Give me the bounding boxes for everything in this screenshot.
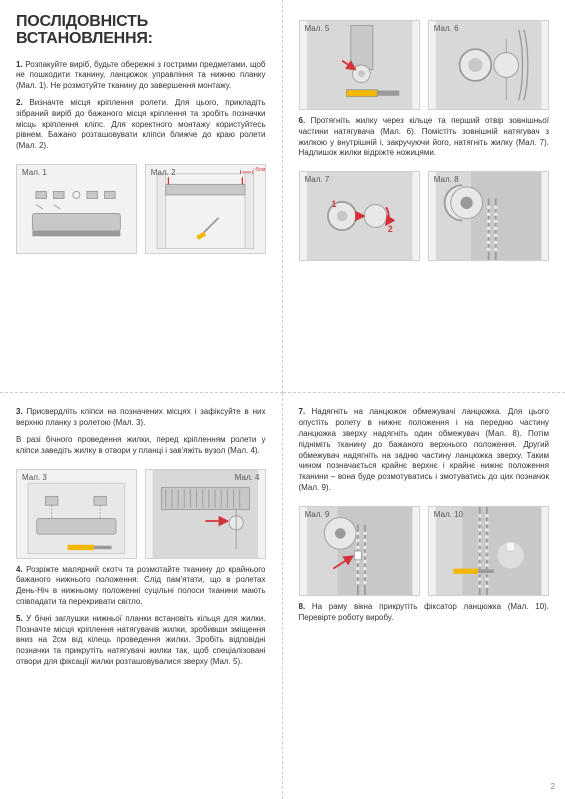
- figure-row-1-2: Мал. 1 Мал. 2: [16, 164, 266, 254]
- svg-text:1: 1: [331, 199, 336, 209]
- instruction-page: ПОСЛІДОВНІСТЬ ВСТАНОВЛЕННЯ: 1. Розпакуйт…: [0, 0, 565, 799]
- figure-label: Мал. 6: [434, 24, 459, 33]
- figure-9: Мал. 9: [299, 506, 420, 596]
- quadrant-bottom-left: 3. Присвердліть кліпси на позначених міс…: [0, 393, 283, 799]
- step-3b: В разі бічного проведення жилки, перед к…: [16, 435, 266, 457]
- step-6: 6. Протягніть жилку через кільце та перш…: [299, 116, 550, 159]
- figure-2: Мал. 2 ~5см: [145, 164, 266, 254]
- figure-label: Мал. 3: [22, 473, 47, 482]
- page-title: ПОСЛІДОВНІСТЬ ВСТАНОВЛЕННЯ:: [16, 14, 266, 48]
- quadrant-bottom-right: 7. Надягніть на ланцюжок обмежувачі ланц…: [283, 393, 565, 799]
- svg-text:~5см: ~5см: [253, 167, 265, 173]
- figure-3-svg: [17, 470, 136, 558]
- figure-2-svg: ~5см: [146, 165, 265, 253]
- figure-8-svg: [429, 172, 548, 260]
- figure-5: Мал. 5: [299, 20, 420, 110]
- figure-row-7-8: Мал. 7 1 2 Мал. 8: [299, 171, 550, 261]
- figure-label: Мал. 8: [434, 175, 459, 184]
- step-3: 3. Присвердліть кліпси на позначених міс…: [16, 407, 266, 429]
- figure-3: Мал. 3: [16, 469, 137, 559]
- figure-6: Мал. 6: [428, 20, 549, 110]
- quadrant-top-left: ПОСЛІДОВНІСТЬ ВСТАНОВЛЕННЯ: 1. Розпакуйт…: [0, 0, 283, 393]
- step-4: 4. Розріжте малярний скотч та розмотайте…: [16, 565, 266, 608]
- figure-4: Мал. 4: [145, 469, 266, 559]
- figure-8: Мал. 8: [428, 171, 549, 261]
- figure-6-svg: [429, 21, 548, 109]
- step-5: 5. У бічні заглушки нижньої планки встан…: [16, 614, 266, 668]
- page-number: 2: [551, 782, 555, 791]
- figure-1-svg: [17, 165, 136, 253]
- figure-label: Мал. 9: [305, 510, 330, 519]
- figure-10: Мал. 10: [428, 506, 549, 596]
- figure-4-svg: [146, 470, 265, 558]
- quadrant-top-right: Мал. 5 Мал. 6: [283, 0, 565, 393]
- figure-7: Мал. 7 1 2: [299, 171, 420, 261]
- figure-5-svg: [300, 21, 419, 109]
- figure-10-svg: [429, 507, 548, 595]
- step-8: 8. На раму вікна прикрутіть фіксатор лан…: [299, 602, 550, 624]
- figure-row-3-4: Мал. 3 Мал. 4: [16, 469, 266, 559]
- figure-label: Мал. 7: [305, 175, 330, 184]
- figure-label: Мал. 1: [22, 168, 47, 177]
- svg-text:2: 2: [387, 224, 392, 234]
- figure-9-svg: [300, 507, 419, 595]
- figure-row-9-10: Мал. 9: [299, 506, 550, 596]
- step-7: 7. Надягніть на ланцюжок обмежувачі ланц…: [299, 407, 550, 493]
- figure-label: Мал. 10: [434, 510, 463, 519]
- figure-label: Мал. 4: [235, 473, 260, 482]
- step-2: 2. Визначте місця кріплення ролети. Для …: [16, 98, 266, 152]
- figure-1: Мал. 1: [16, 164, 137, 254]
- step-1: 1. Розпакуйте виріб, будьте обережні з г…: [16, 60, 266, 92]
- figure-row-5-6: Мал. 5 Мал. 6: [299, 20, 550, 110]
- figure-label: Мал. 5: [305, 24, 330, 33]
- figure-7-svg: 1 2: [300, 172, 419, 260]
- figure-label: Мал. 2: [151, 168, 176, 177]
